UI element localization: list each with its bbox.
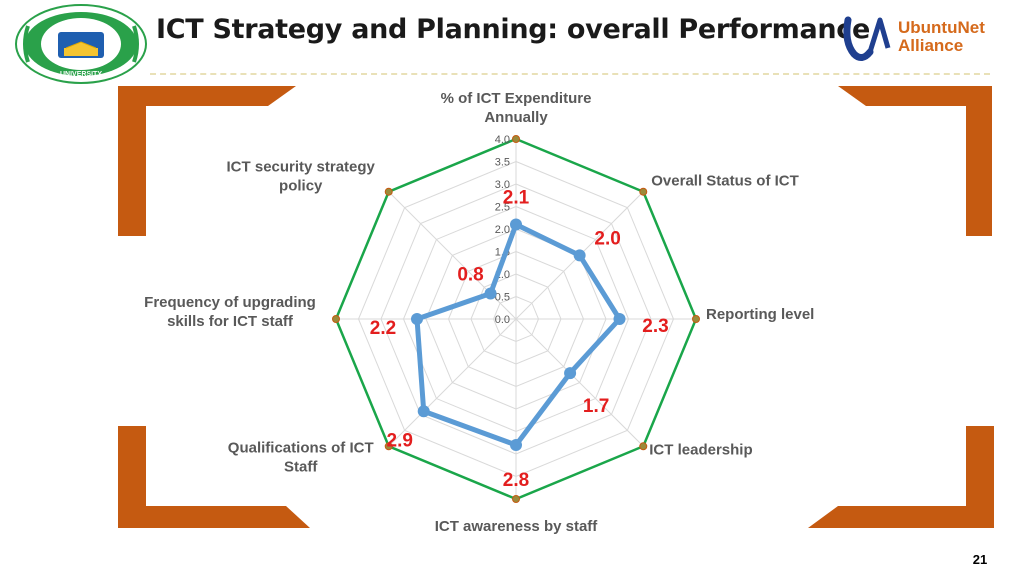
ubuntunet-name: UbuntuNet [898, 18, 985, 37]
alliance-name: Alliance [898, 36, 964, 55]
outer-vertex-marker [692, 315, 700, 323]
slide-title: ICT Strategy and Planning: overall Perfo… [156, 14, 871, 45]
radial-tick-label: 2.5 [495, 202, 510, 214]
data-value-label: 2.0 [594, 228, 620, 249]
series-point [510, 218, 522, 231]
radial-tick-label: 0.0 [495, 314, 510, 326]
radar-spoke [388, 191, 517, 320]
outer-vertex-marker [512, 495, 520, 503]
outer-vertex-marker [639, 187, 648, 196]
axis-category-label: ICT awareness by staff [435, 518, 599, 535]
radial-tick-labels: 0.00.51.01.52.02.53.03.54.0 [495, 134, 510, 326]
radial-tick-label: 3.0 [495, 179, 510, 191]
radial-tick-label: 0.5 [495, 292, 510, 304]
outer-vertex-marker [332, 315, 340, 323]
series-point [417, 405, 430, 418]
data-value-label: 2.9 [387, 430, 413, 451]
radar-spoke [515, 318, 644, 447]
data-value-label: 2.8 [503, 470, 529, 491]
radial-tick-label: 2.0 [495, 224, 510, 236]
value-labels: 2.1 2.0 2.3 1.7 2.8 2.9 2.2 0.8 [370, 188, 669, 492]
axis-category-label: ICT security strategy policy [227, 159, 376, 195]
series-point [484, 287, 497, 300]
axis-category-label: % of ICT Expenditure Annually [441, 90, 592, 126]
radar-spoke [388, 318, 517, 447]
series-point [573, 249, 586, 262]
data-value-label: 0.8 [457, 265, 483, 286]
corner-top-right [838, 86, 992, 236]
axis-category-label: Reporting level [706, 306, 814, 323]
data-value-label: 2.3 [642, 316, 668, 337]
series-layer [411, 218, 626, 451]
outer-vertex-marker [512, 135, 520, 143]
axis-category-label: Overall Status of ICT [651, 173, 799, 190]
series-point [613, 313, 626, 325]
ubuntunet-emblem-icon [843, 16, 891, 61]
corner-bottom-left [118, 426, 310, 528]
corner-top-left [118, 86, 296, 236]
axis-category-label: Qualifications of ICT Staff [228, 439, 374, 475]
data-value-label: 2.2 [370, 318, 396, 339]
data-value-label: 2.1 [503, 188, 530, 209]
page-number: 21 [972, 552, 988, 567]
simad-logo-top-text: SIMAD [63, 19, 99, 31]
data-value-label: 1.7 [583, 396, 609, 417]
ubuntunet-alliance-logo: UbuntuNet Alliance [840, 12, 990, 64]
corner-bottom-right [808, 426, 994, 528]
axis-labels: % of ICT Expenditure Annually Overall Stat… [144, 90, 814, 535]
series-point [411, 313, 423, 325]
axis-category-label: Frequency of upgrading skills for ICT sta… [144, 294, 316, 330]
series-point [510, 439, 522, 451]
simad-university-logo: SIMAD UNIVERSITY [15, 4, 147, 84]
axis-category-label: ICT leadership [649, 441, 752, 458]
radial-tick-label: 3.5 [495, 157, 510, 169]
header-divider [150, 73, 990, 75]
simad-logo-bottom-text: UNIVERSITY [60, 71, 102, 78]
outer-vertex-marker [384, 442, 393, 451]
outer-vertex-marker [384, 187, 393, 196]
series-point [564, 367, 577, 380]
radial-tick-label: 4.0 [495, 134, 510, 146]
outer-vertex-marker [639, 442, 648, 451]
